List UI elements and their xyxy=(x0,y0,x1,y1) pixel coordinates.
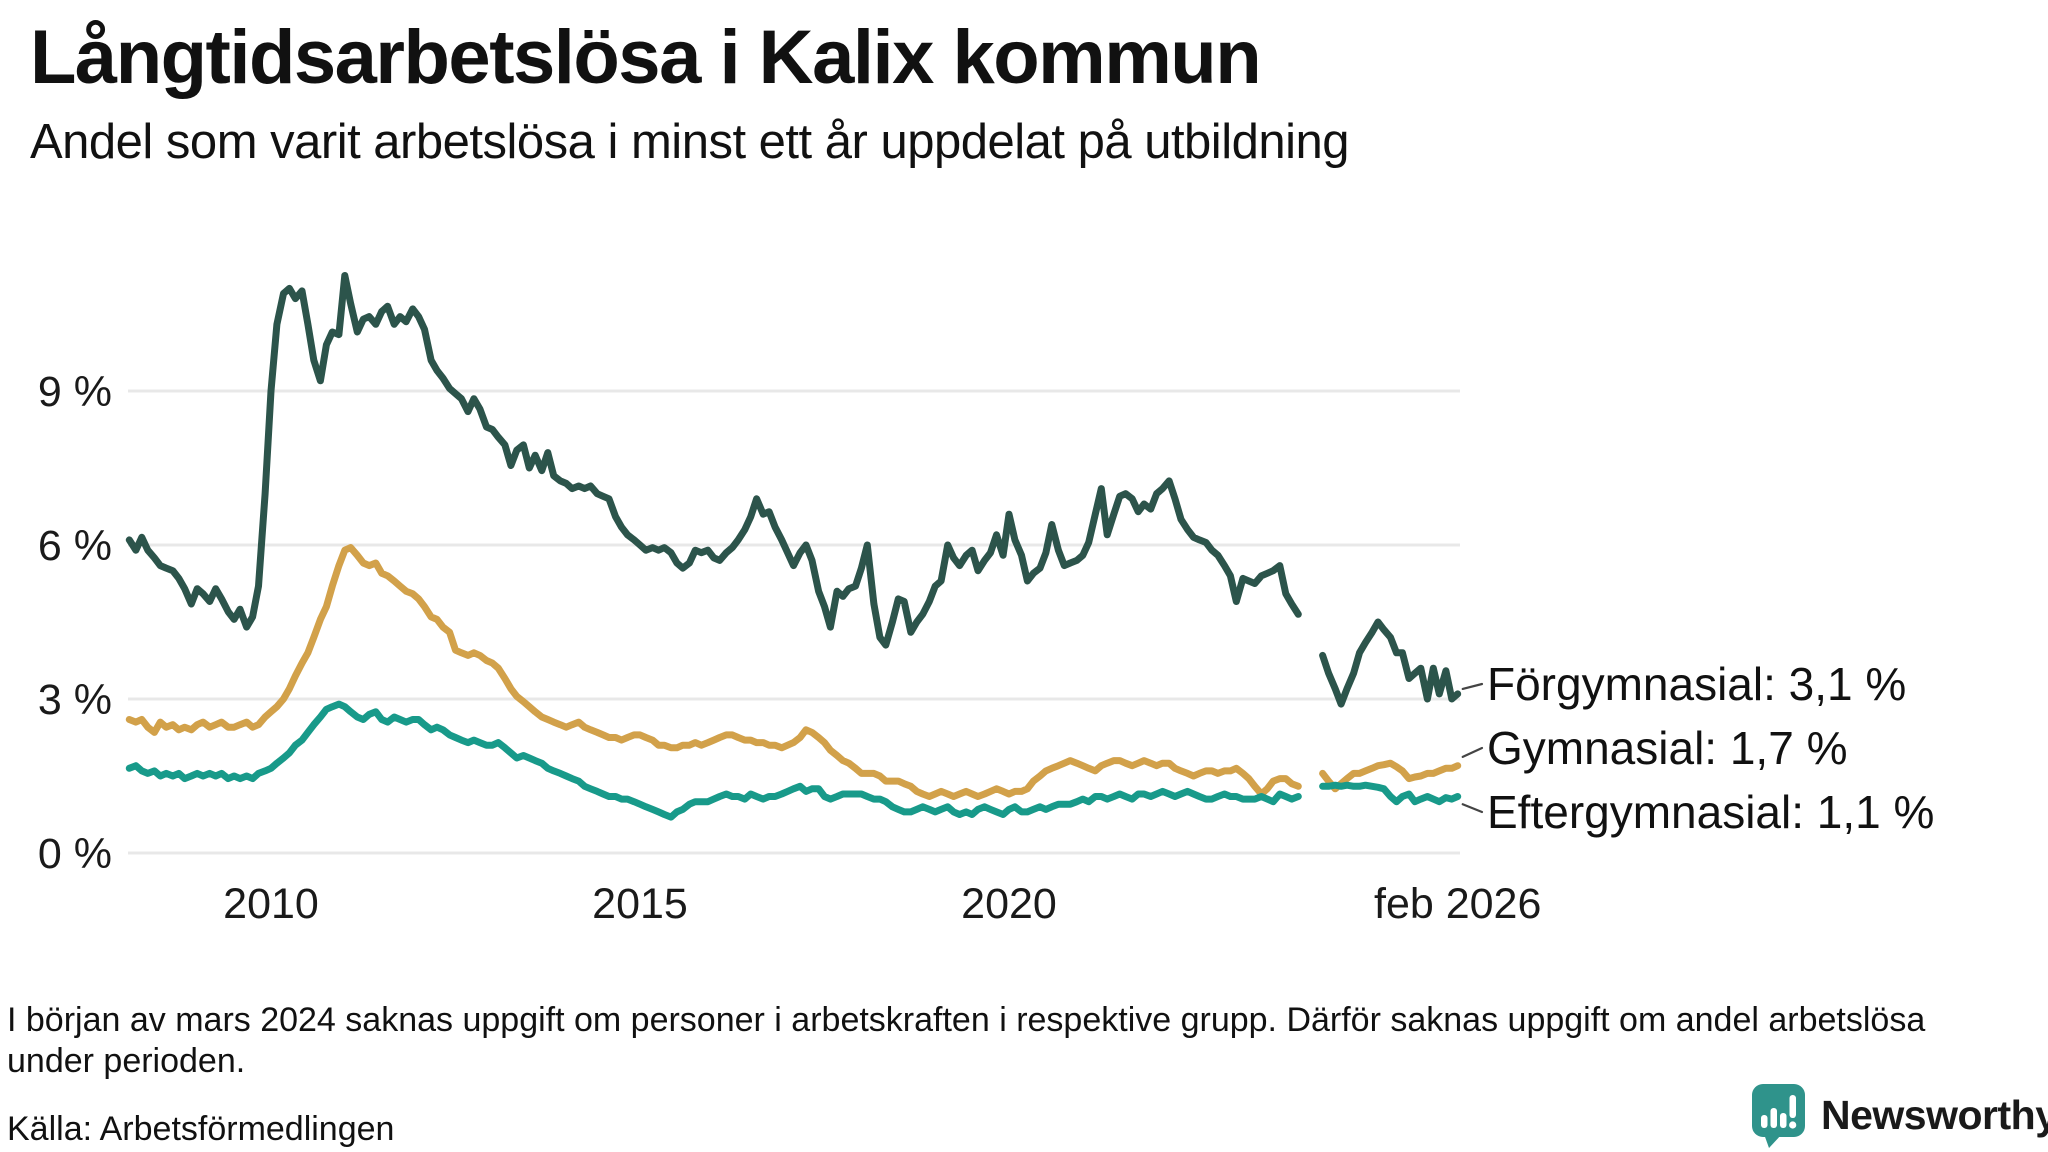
newsworthy-wordmark: Newsworthy xyxy=(1821,1092,2048,1138)
label-connector-eftergymnasial xyxy=(1461,803,1484,814)
series-line-eftergymnasial-seg1 xyxy=(1319,781,1462,806)
newsworthy-logo[interactable]: Newsworthy xyxy=(1750,1082,2048,1149)
y-tick-label-9: 9 % xyxy=(38,368,112,416)
series-line-gymnasial-seg1 xyxy=(1319,759,1462,793)
label-connector-förgymnasial xyxy=(1461,682,1484,691)
source-line: Källa: Arbetsförmedlingen xyxy=(7,1110,395,1148)
y-tick-label-3: 3 % xyxy=(38,676,112,724)
series-end-label-forgymnasial: Förgymnasial: 3,1 % xyxy=(1487,658,1907,710)
series-line-förgymnasial-seg0 xyxy=(125,272,1302,649)
x-tick-label-2010: 2010 xyxy=(223,880,319,928)
y-tick-label-6: 6 % xyxy=(38,522,112,570)
page-subtitle: Andel som varit arbetslösa i minst ett å… xyxy=(30,115,1349,169)
y-tick-label-0: 0 % xyxy=(38,830,112,878)
newsworthy-bubble-icon xyxy=(1752,1084,1805,1148)
series-line-förgymnasial-seg1 xyxy=(1319,618,1462,708)
data-gap-footnote: I början av mars 2024 saknas uppgift om … xyxy=(7,1001,1926,1080)
x-tick-label-feb-2026: feb 2026 xyxy=(1374,880,1541,928)
series-end-label-eftergymnasial: Eftergymnasial: 1,1 % xyxy=(1487,786,1935,838)
page-title: Långtidsarbetslösa i Kalix kommun xyxy=(30,15,1262,100)
x-tick-label-2015: 2015 xyxy=(592,880,688,928)
series-line-gymnasial-seg0 xyxy=(125,544,1302,800)
x-tick-label-2020: 2020 xyxy=(961,880,1057,928)
label-connector-gymnasial xyxy=(1461,746,1484,758)
series-line-eftergymnasial-seg0 xyxy=(125,700,1302,821)
series-end-label-gymnasial: Gymnasial: 1,7 % xyxy=(1487,722,1848,774)
